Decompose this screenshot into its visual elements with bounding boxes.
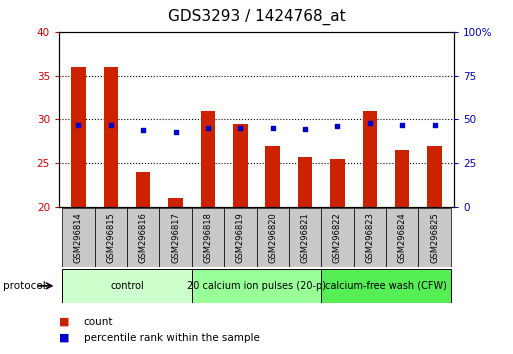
Bar [321, 269, 451, 303]
Bar [289, 208, 321, 267]
Text: GSM296820: GSM296820 [268, 212, 277, 263]
Text: GSM296822: GSM296822 [333, 212, 342, 263]
Point [74, 122, 83, 127]
Point [236, 125, 244, 131]
Bar [62, 208, 94, 267]
Bar [419, 208, 451, 267]
Bar [160, 208, 192, 267]
Bar [201, 111, 215, 207]
Bar [71, 67, 86, 207]
Text: percentile rank within the sample: percentile rank within the sample [84, 333, 260, 343]
Point [139, 127, 147, 133]
Bar [127, 208, 160, 267]
Bar [386, 208, 419, 267]
Bar [224, 208, 256, 267]
Text: protocol: protocol [3, 281, 45, 291]
Point [107, 122, 115, 127]
Bar [192, 208, 224, 267]
Bar [256, 208, 289, 267]
Bar [233, 124, 248, 207]
Text: GSM296817: GSM296817 [171, 212, 180, 263]
Point [171, 129, 180, 135]
Bar [168, 198, 183, 207]
Point [398, 122, 406, 127]
Text: control: control [110, 281, 144, 291]
Text: GSM296818: GSM296818 [204, 212, 212, 263]
Point [301, 126, 309, 132]
Bar [192, 269, 321, 303]
Text: GSM296824: GSM296824 [398, 212, 407, 263]
Bar [321, 208, 353, 267]
Text: GSM296819: GSM296819 [236, 212, 245, 263]
Text: calcium-free wash (CFW): calcium-free wash (CFW) [325, 281, 447, 291]
Bar [427, 146, 442, 207]
Text: 20 calcium ion pulses (20-p): 20 calcium ion pulses (20-p) [187, 281, 326, 291]
Text: GSM296823: GSM296823 [365, 212, 374, 263]
Text: GDS3293 / 1424768_at: GDS3293 / 1424768_at [168, 9, 345, 25]
Point [269, 125, 277, 131]
Bar [94, 208, 127, 267]
Bar [330, 159, 345, 207]
Bar [395, 150, 409, 207]
Text: GSM296816: GSM296816 [139, 212, 148, 263]
Point [333, 124, 342, 129]
Text: GSM296825: GSM296825 [430, 212, 439, 263]
Text: ■: ■ [59, 333, 69, 343]
Text: GSM296814: GSM296814 [74, 212, 83, 263]
Bar [136, 172, 150, 207]
Bar [265, 146, 280, 207]
Bar [62, 269, 192, 303]
Bar [104, 67, 118, 207]
Text: GSM296815: GSM296815 [106, 212, 115, 263]
Bar [353, 208, 386, 267]
Point [204, 125, 212, 131]
Bar [363, 111, 377, 207]
Text: ■: ■ [59, 317, 69, 327]
Text: count: count [84, 317, 113, 327]
Text: GSM296821: GSM296821 [301, 212, 309, 263]
Point [366, 120, 374, 126]
Bar [298, 157, 312, 207]
Point [430, 122, 439, 127]
